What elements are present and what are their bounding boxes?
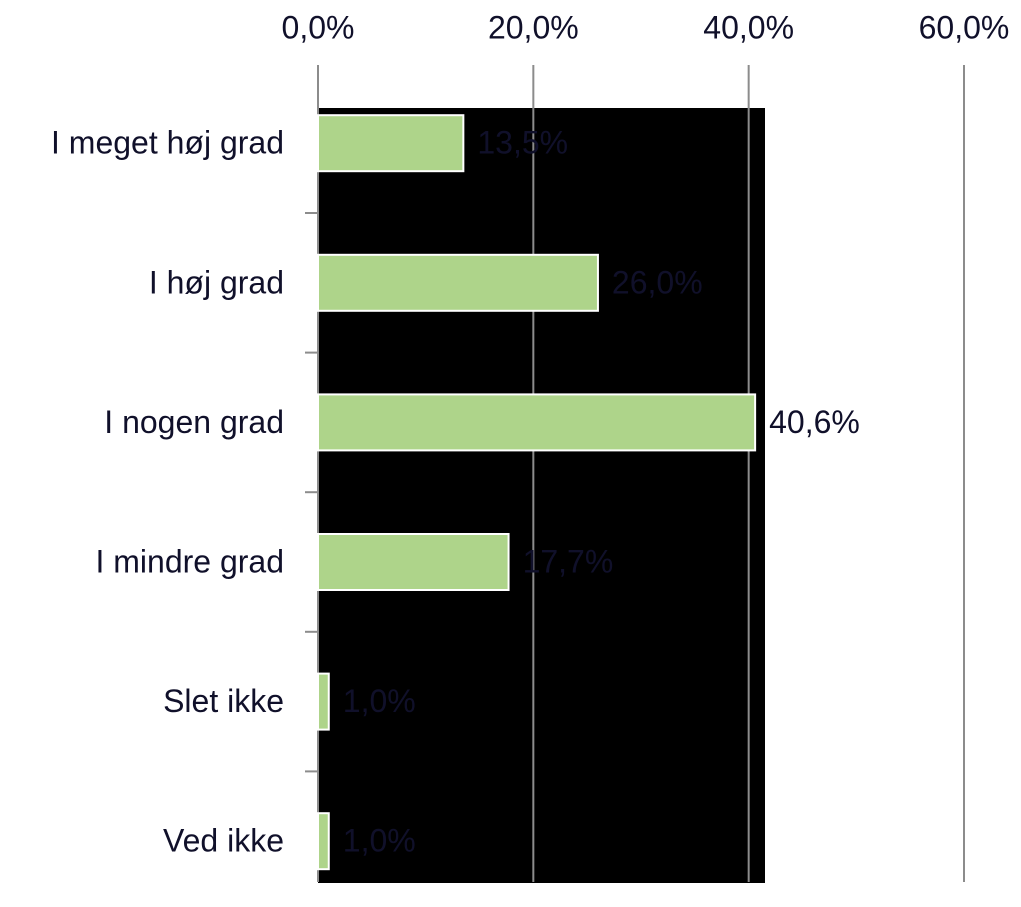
data-label: 40,6% (769, 404, 860, 440)
y-tick-label: Ved ikke (163, 823, 284, 859)
x-tick-label: 0,0% (282, 9, 355, 45)
data-label: 1,0% (343, 823, 416, 859)
x-tick-label: 60,0% (919, 9, 1010, 45)
bar (317, 812, 330, 871)
bar (317, 672, 330, 731)
y-tick-label: I mindre grad (95, 543, 284, 579)
x-tick-label: 20,0% (488, 9, 579, 45)
bar (317, 533, 510, 591)
data-label: 1,0% (343, 683, 416, 719)
y-tick-label: I høj grad (149, 264, 284, 300)
x-tick-label: 40,0% (703, 9, 794, 45)
bar (317, 253, 599, 312)
data-label: 26,0% (612, 264, 703, 300)
data-label: 13,5% (477, 125, 568, 161)
data-label: 17,7% (523, 543, 614, 579)
plot-background (318, 108, 765, 883)
bar (317, 393, 757, 452)
y-tick-label: I nogen grad (104, 404, 284, 440)
bar (317, 114, 465, 173)
y-tick-label: I meget høj grad (51, 125, 284, 161)
y-tick-label: Slet ikke (163, 683, 284, 719)
